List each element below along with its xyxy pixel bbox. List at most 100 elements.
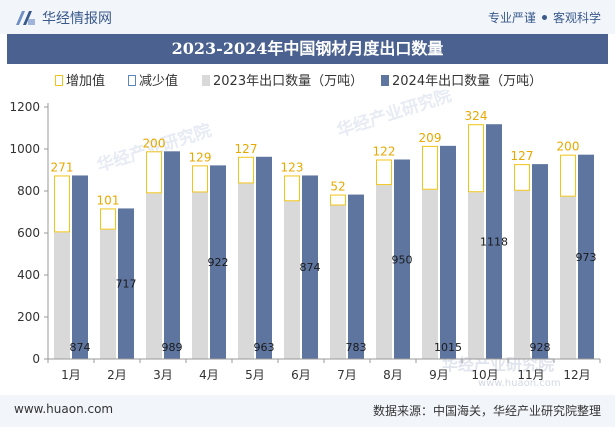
legend-item-2024: 2024年出口数量（万吨） <box>381 70 542 89</box>
legend-swatch-2023 <box>202 75 210 86</box>
watermark-bottom-url: www.huaon.com <box>478 378 561 389</box>
footer-source: 数据来源：中国海关，华经产业研究院整理 <box>372 404 601 418</box>
x-tick-label: 2月 <box>107 368 127 382</box>
bar-2024 <box>164 151 180 359</box>
legend-item-decrease: 减少值 <box>128 70 178 89</box>
footer-site: www.huaon.com <box>14 402 114 416</box>
tagline: 专业严谨 客观科学 <box>488 9 601 26</box>
tagline-dot-icon <box>541 15 547 20</box>
increase-bar <box>376 159 392 186</box>
increase-bar <box>422 145 438 190</box>
increase-bar <box>560 154 576 197</box>
increase-value-label: 52 <box>330 180 345 194</box>
bar-2023 <box>514 190 530 359</box>
bar-2023 <box>100 229 116 359</box>
bar-2023 <box>54 232 70 359</box>
increase-value-label: 200 <box>557 140 580 154</box>
bar-chart: 华经产业研究院 华经产业研究院 华经产业研究院 www.huaon.com 02… <box>9 90 601 389</box>
brand-logo-icon <box>16 11 35 25</box>
x-tick-label: 9月 <box>429 368 449 382</box>
y-tick-label: 600 <box>17 226 40 240</box>
value-2024-label: 973 <box>576 251 597 264</box>
increase-value-label: 200 <box>143 136 166 150</box>
legend-label-2024: 2024年出口数量（万吨） <box>392 74 543 89</box>
x-tick-label: 8月 <box>383 368 403 382</box>
bar-2023 <box>192 192 208 359</box>
bar-2024 <box>348 194 364 359</box>
legend-label-2023: 2023年出口数量（万吨） <box>213 74 364 89</box>
value-2024-label: 1015 <box>434 341 462 354</box>
bar-2023 <box>468 192 484 359</box>
x-tick-label: 7月 <box>337 368 357 382</box>
value-2024-label: 874 <box>300 261 321 274</box>
legend-swatch-increase <box>55 75 63 86</box>
legend-label-increase: 增加值 <box>66 74 106 89</box>
value-2024-label: 928 <box>530 341 551 354</box>
value-2024-label: 922 <box>208 256 229 269</box>
increase-value-label: 129 <box>189 150 212 164</box>
x-tick-label: 10月 <box>471 368 498 382</box>
bar-2023 <box>146 193 162 359</box>
legend-item-increase: 增加值 <box>55 70 105 89</box>
increase-bar <box>192 165 208 193</box>
increase-value-label: 127 <box>235 142 258 156</box>
value-2024-label: 1118 <box>480 236 508 249</box>
value-2024-label: 783 <box>346 341 367 354</box>
footer-bar: www.huaon.com 数据来源：中国海关，华经产业研究院整理 <box>0 395 615 427</box>
y-tick-label: 800 <box>17 184 40 198</box>
increase-bar <box>100 208 116 230</box>
increase-bar <box>284 175 300 202</box>
increase-value-label: 123 <box>281 160 304 174</box>
increase-value-label: 209 <box>419 131 442 145</box>
watermark-bottom-cn: 华经产业研究院 <box>442 355 554 374</box>
y-tick-label: 400 <box>17 268 40 282</box>
bar-2024 <box>210 165 226 359</box>
bar-2024 <box>486 124 502 359</box>
bar-2024 <box>440 145 456 359</box>
increase-value-label: 122 <box>373 145 396 159</box>
x-tick-label: 6月 <box>291 368 311 382</box>
y-tick-label: 0 <box>32 352 40 366</box>
increase-bar <box>468 124 484 193</box>
value-2024-label: 989 <box>162 341 183 354</box>
bar-2024 <box>578 154 594 359</box>
bar-2024 <box>118 208 134 359</box>
value-2024-label: 950 <box>392 253 413 266</box>
x-axis: 1月 2月 3月 4月 5月 6月 7月 8月 9月 10月 11月 12月 <box>47 358 601 382</box>
bar-2023 <box>238 183 254 359</box>
bar-2023 <box>422 189 438 359</box>
y-tick-label: 1200 <box>9 100 40 114</box>
tagline-left: 专业严谨 <box>487 11 536 25</box>
value-2024-label: 963 <box>254 341 275 354</box>
header-bar: 华经情报网 专业严谨 客观科学 <box>0 0 615 34</box>
y-tick-label: 200 <box>17 310 40 324</box>
bar-2023 <box>376 185 392 359</box>
y-axis: 0 200 400 600 800 1000 1200 <box>9 100 49 366</box>
x-tick-label: 11月 <box>517 368 544 382</box>
increase-value-label: 101 <box>97 193 120 207</box>
legend: 增加值 减少值 2023年出口数量（万吨） 2024年出口数量（万吨） <box>0 70 615 90</box>
brand-name: 华经情报网 <box>42 11 112 27</box>
increase-bar <box>54 175 70 233</box>
bar-2024 <box>394 159 410 359</box>
legend-item-2023: 2023年出口数量（万吨） <box>202 70 363 89</box>
increase-value-label: 324 <box>465 109 488 123</box>
bar-2024 <box>532 164 548 359</box>
chart-title-bar: 2023-2024年中国钢材月度出口数量 <box>7 34 608 64</box>
x-tick-label: 4月 <box>199 368 219 382</box>
bar-2024 <box>302 175 318 359</box>
increase-value-label: 127 <box>511 149 534 163</box>
increase-bar <box>330 194 346 206</box>
value-2024-label: 717 <box>116 278 137 291</box>
legend-swatch-2024 <box>381 75 389 86</box>
bar-2023 <box>330 205 346 359</box>
bars-layer <box>54 124 594 359</box>
chart-title: 2023-2024年中国钢材月度出口数量 <box>171 39 444 58</box>
bar-2024 <box>256 156 272 359</box>
x-tick-label: 3月 <box>153 368 173 382</box>
bar-2024 <box>72 175 88 359</box>
increase-bar <box>238 156 254 184</box>
legend-swatch-decrease <box>128 75 136 86</box>
bar-2023 <box>560 196 576 359</box>
x-tick-label: 12月 <box>563 368 590 382</box>
